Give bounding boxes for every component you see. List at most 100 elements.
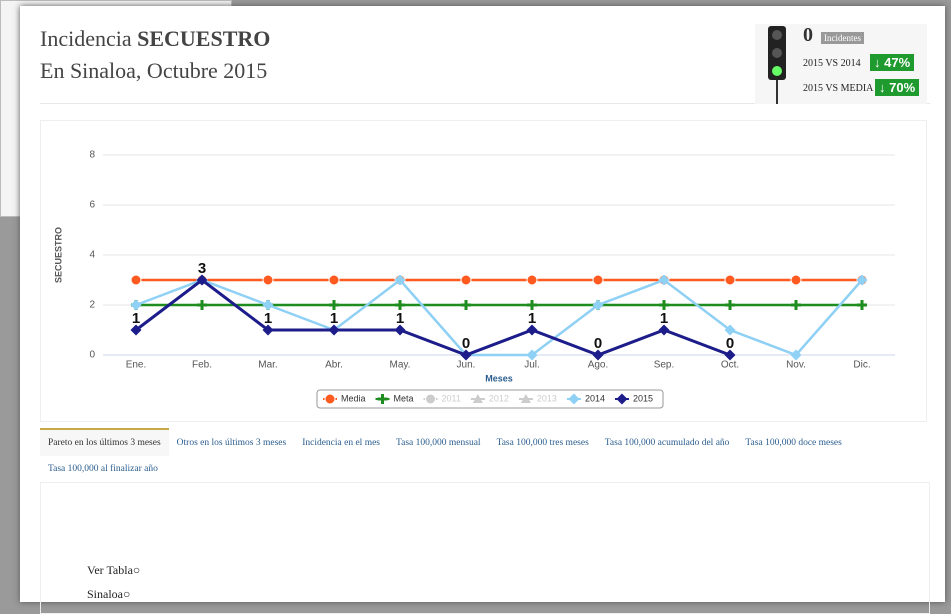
marker: [724, 274, 736, 286]
marker: [616, 393, 628, 405]
table-link[interactable]: Ver Tabla○: [87, 563, 141, 577]
marker: [328, 274, 340, 286]
x-tick-label: May.: [390, 360, 411, 371]
marker: [130, 324, 142, 336]
x-tick-label: Sep.: [654, 360, 675, 371]
marker: [592, 274, 604, 286]
legend: Media Meta 2011 2012 2013 2014 2015: [322, 393, 653, 405]
data-label: 3: [198, 260, 206, 277]
marker: [725, 300, 735, 310]
y-tick-label: 8: [89, 150, 95, 161]
legend-label: 2012: [489, 393, 509, 403]
marker: [592, 299, 604, 311]
marker: [130, 274, 142, 286]
marker: [377, 394, 388, 404]
legend-label: 2015: [633, 393, 653, 403]
compare-badge: ↓ 47%: [870, 54, 915, 71]
marker: [197, 300, 207, 310]
x-tick-label: Mar.: [258, 360, 277, 371]
compare-value: 70%: [889, 80, 916, 95]
marker: [196, 274, 208, 286]
data-label: 1: [660, 310, 668, 327]
marker: [394, 324, 406, 336]
panel: Incidencia SECUESTRO En Sinaloa, Octubre…: [20, 6, 945, 614]
marker: [425, 393, 437, 405]
y-tick-label: 0: [89, 350, 95, 361]
tab[interactable]: Tasa 100,000 acumulado del año: [604, 438, 730, 448]
data-label: 1: [132, 310, 140, 327]
marker: [658, 324, 670, 336]
compare-label: 2015 VS MEDIA: [803, 83, 874, 94]
content: Ver Tabla○ Sinaloa○: [40, 482, 930, 614]
legend-label: 2014: [585, 393, 605, 403]
y-tick-label: 2: [89, 300, 95, 311]
legend-label: 2013: [537, 393, 557, 403]
marker: [395, 300, 405, 310]
marker: [856, 274, 868, 286]
legend-label: Media: [341, 393, 366, 403]
marker: [328, 324, 340, 336]
legend-box: [316, 389, 664, 409]
x-tick-label: Jul.: [524, 360, 540, 371]
compare-label: 2015 VS 2014: [803, 58, 861, 69]
compare-value: 47%: [884, 55, 911, 70]
data-label: 1: [528, 310, 536, 327]
marker: [724, 349, 736, 361]
incident-label: Incidentes: [821, 32, 864, 44]
tab[interactable]: Pareto en los últimos 3 meses: [40, 428, 169, 456]
title-bold: SECUESTRO: [137, 26, 271, 51]
x-tick-label: Nov.: [786, 360, 806, 371]
tab[interactable]: Tasa 100,000 doce meses: [745, 438, 842, 448]
incident-count: 0: [803, 24, 813, 46]
title-plain: Incidencia: [40, 26, 132, 51]
legend-label: 2011: [442, 393, 461, 403]
data-label: 1: [330, 310, 338, 327]
marker: [790, 349, 802, 361]
series-line: [135, 278, 731, 357]
marker: [461, 300, 471, 310]
tabs: Pareto en los últimos 3 meses Otros en lo…: [40, 428, 930, 482]
marker: [526, 274, 538, 286]
indicator: 0 Incidentes 2015 VS 2014 ↓ 47% 2015 VS …: [755, 24, 927, 104]
traffic-light: [768, 26, 786, 80]
region-link[interactable]: Sinaloa○: [87, 587, 131, 601]
chart: SECUESTRO Meses 0 2 4 6 8 Ene. Feb. Mar. Abr. May…: [53, 150, 895, 409]
data-label: 0: [726, 335, 734, 352]
marker: [526, 349, 538, 361]
title: Incidencia SECUESTRO: [40, 26, 270, 52]
marker: [724, 324, 736, 336]
marker: [460, 349, 472, 361]
tab[interactable]: Incidencia en el mes: [302, 438, 380, 448]
x-tick-label: Ene.: [126, 360, 147, 371]
marker: [520, 394, 531, 403]
x-axis-title: Meses: [485, 373, 513, 383]
marker: [329, 300, 339, 310]
marker: [592, 349, 604, 361]
x-tick-label: Dic.: [853, 360, 870, 371]
y-axis-title: SECUESTRO: [53, 227, 63, 283]
tab[interactable]: Tasa 100,000 al finalizar año: [48, 464, 158, 474]
data-label: 0: [462, 335, 470, 352]
marker: [130, 299, 142, 311]
tab[interactable]: Otros en los últimos 3 meses: [176, 438, 287, 448]
marker: [324, 393, 336, 405]
marker: [790, 274, 802, 286]
marker: [791, 300, 801, 310]
x-tick-label: Feb.: [192, 360, 212, 371]
marker: [262, 274, 274, 286]
legend-label: Meta: [394, 393, 414, 403]
marker: [527, 300, 537, 310]
series-line: [135, 278, 863, 357]
y-tick-label: 4: [89, 250, 95, 261]
y-tick-label: 6: [89, 200, 95, 211]
table-link-text: Ver Tabla: [87, 563, 133, 577]
tab[interactable]: Tasa 100,000 tres meses: [496, 438, 589, 448]
marker: [658, 274, 670, 286]
marker: [472, 394, 483, 403]
marker: [460, 274, 472, 286]
data-label: 0: [594, 335, 602, 352]
region-link-text: Sinaloa: [87, 587, 123, 601]
tab[interactable]: Tasa 100,000 mensual: [396, 438, 481, 448]
marker: [568, 393, 580, 405]
data-label: 1: [264, 310, 272, 327]
